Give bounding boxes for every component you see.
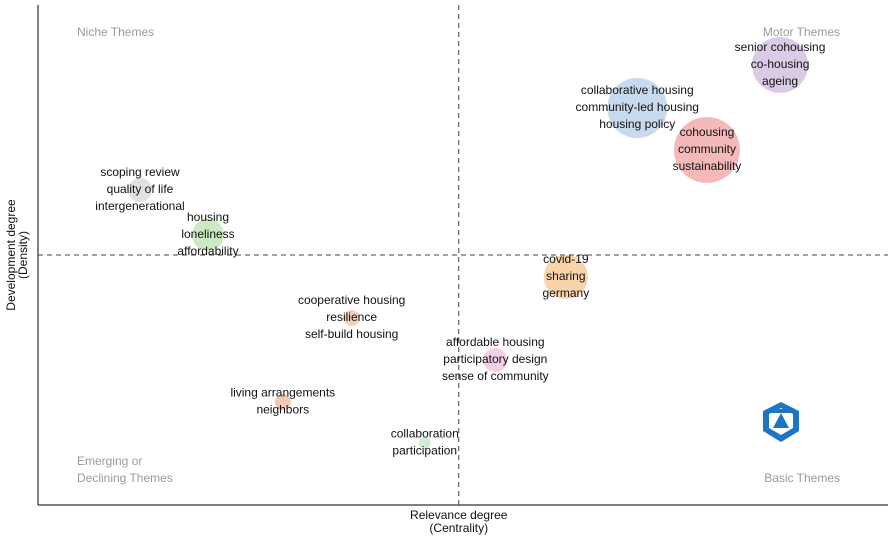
theme-label: collaborative housing bbox=[581, 83, 694, 97]
theme-label: community-led housing bbox=[576, 100, 699, 114]
quadrant-label: Declining Themes bbox=[77, 471, 173, 485]
bubble bbox=[752, 37, 809, 93]
theme-label: sharing bbox=[546, 269, 585, 283]
theme-label: living arrangements bbox=[230, 386, 335, 400]
theme-label: housing policy bbox=[599, 117, 675, 131]
bubble bbox=[607, 78, 668, 138]
theme-label: quality of life bbox=[107, 182, 174, 196]
quadrant-label: Motor Themes bbox=[763, 25, 840, 39]
theme-label: cohousing bbox=[680, 125, 735, 139]
quadrant-label: Niche Themes bbox=[77, 25, 154, 39]
y-axis-label: (Density) bbox=[16, 231, 30, 279]
theme-label: loneliness bbox=[181, 227, 234, 241]
theme-label: cooperative housing bbox=[298, 293, 405, 307]
theme-label: scoping review bbox=[100, 165, 180, 179]
theme-label: self-build housing bbox=[305, 327, 398, 341]
y-axis-label: Development degree bbox=[4, 199, 18, 311]
bubble bbox=[343, 310, 360, 326]
theme-label: participatory design bbox=[443, 352, 547, 366]
bubble bbox=[543, 255, 588, 299]
bubble bbox=[274, 394, 291, 410]
bubble bbox=[192, 219, 224, 251]
x-axis-label: Relevance degree bbox=[410, 508, 508, 522]
theme-label: covid-19 bbox=[543, 252, 589, 266]
theme-label: housing bbox=[187, 210, 229, 224]
theme-label: co-housing bbox=[751, 57, 810, 71]
theme-label: affordability bbox=[177, 244, 238, 258]
theme-label: neighbors bbox=[256, 403, 309, 417]
bubble bbox=[418, 437, 431, 449]
x-axis-label: (Centrality) bbox=[429, 521, 488, 535]
theme-label: affordable housing bbox=[446, 335, 545, 349]
quadrant-label: Basic Themes bbox=[764, 471, 840, 485]
theme-label: sense of community bbox=[442, 369, 549, 383]
theme-label: ageing bbox=[762, 74, 798, 88]
theme-label: resilience bbox=[326, 310, 377, 324]
bubble bbox=[483, 348, 508, 372]
theme-label: intergenerational bbox=[95, 199, 184, 213]
logo bbox=[763, 402, 799, 442]
bubble bbox=[673, 117, 740, 183]
theme-label: germany bbox=[543, 286, 590, 300]
quadrant-label: Emerging or bbox=[77, 454, 142, 468]
theme-label: collaboration bbox=[391, 427, 459, 441]
theme-label: participation bbox=[392, 444, 457, 458]
theme-label: community bbox=[678, 142, 736, 156]
bubble bbox=[128, 178, 152, 202]
theme-label: sustainability bbox=[673, 159, 742, 173]
theme-label: senior cohousing bbox=[735, 40, 826, 54]
